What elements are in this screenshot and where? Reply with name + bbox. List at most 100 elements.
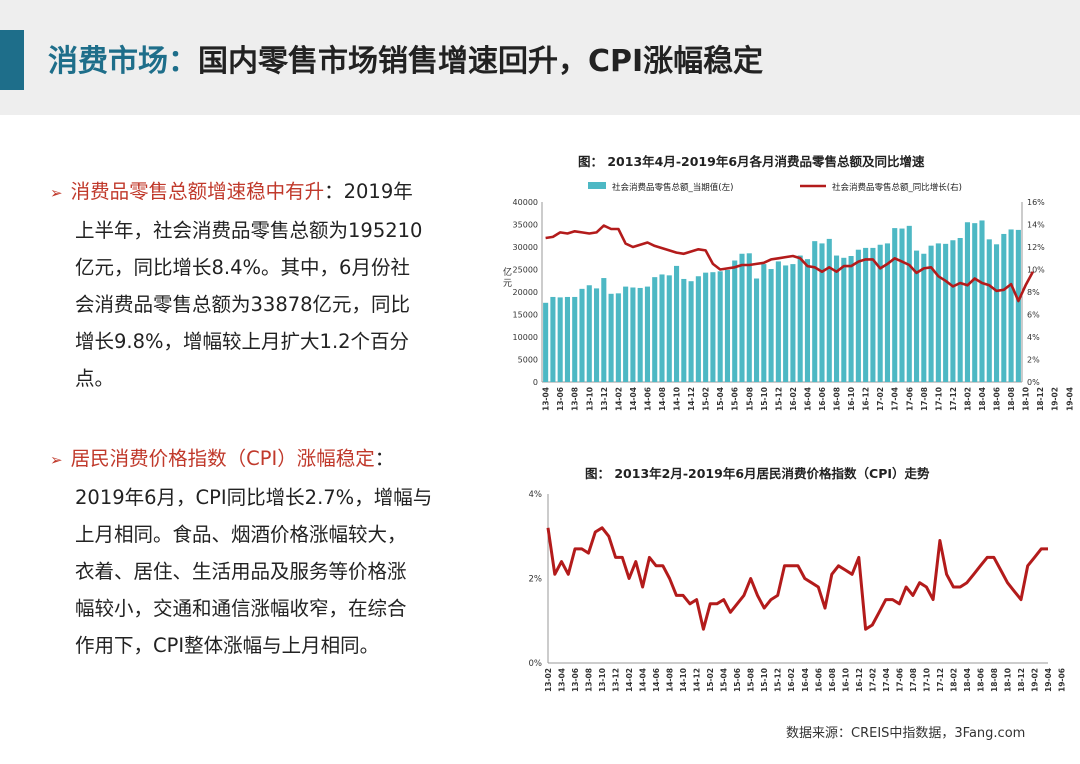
bar	[572, 296, 578, 382]
x-tick-label: 17-12	[936, 668, 945, 692]
x-tick-label: 14-04	[639, 668, 648, 692]
growth-line	[545, 224, 1035, 303]
bullet-text-line: 衣着、居住、生活用品及服务等价格涨	[75, 560, 407, 583]
x-tick-label: 18-04	[978, 387, 987, 411]
bullet-text-line: ：	[374, 447, 395, 470]
x-tick-label: 13-08	[585, 668, 594, 692]
bar	[914, 250, 920, 382]
y-tick-label: 30000	[513, 243, 538, 252]
chart-title-retail: 图： 2013年4月-2019年6月各月消费品零售总额及同比增速	[578, 154, 925, 169]
x-tick-label: 17-08	[920, 387, 929, 411]
bullet-text-line: 会消费品零售总额为33878亿元，同比	[75, 293, 411, 316]
bullet-lead: 消费品零售总额增速稳中有升	[70, 180, 325, 203]
bar	[797, 255, 803, 382]
legend-label-bar: 社会消费品零售总额_当期值(左)	[612, 182, 733, 193]
x-tick-label: 16-12	[855, 668, 864, 692]
x-tick-label: 15-04	[716, 387, 725, 411]
legend-swatch-bar	[588, 182, 606, 189]
x-tick-label: 15-08	[745, 387, 754, 411]
y2-tick-label: 2%	[1027, 356, 1040, 365]
bar	[579, 288, 585, 382]
bullet-text-line: 增长9.8%，增幅较上月扩大1.2个百分	[75, 330, 410, 353]
bar	[623, 286, 629, 382]
x-tick-label: 17-08	[909, 668, 918, 692]
page-title: 消费市场：国内零售市场销售增速回升，CPI涨幅稳定	[48, 36, 763, 80]
bar	[761, 264, 767, 382]
x-tick-label: 17-04	[891, 387, 900, 411]
bullet-text-line: 点。	[75, 367, 115, 390]
legend-label-line: 社会消费品零售总额_同比增长(右)	[832, 182, 962, 193]
x-tick-label: 15-06	[731, 387, 740, 411]
x-tick-label: 19-02	[1031, 668, 1040, 692]
bar	[724, 269, 730, 382]
x-tick-label: 16-04	[804, 387, 813, 411]
page-title-rest: 国内零售市场销售增速回升，CPI涨幅稳定	[198, 44, 764, 79]
bar	[681, 278, 687, 382]
bullet-text-line: 幅较小，交通和通信涨幅收窄，在综合	[75, 597, 407, 620]
x-tick-label: 13-12	[600, 387, 609, 411]
x-tick-label: 17-06	[905, 387, 914, 411]
x-tick-label: 14-10	[673, 387, 682, 411]
bar	[819, 243, 825, 382]
bullet-text-line: 亿元，同比增长8.4%。其中，6月份社	[75, 256, 410, 279]
bar	[644, 286, 650, 382]
x-tick-label: 14-04	[629, 387, 638, 411]
bullet-lead: 居民消费价格指数（CPI）涨幅稳定	[70, 447, 375, 470]
bullet-cpi: ➢ 居民消费价格指数（CPI）涨幅稳定： 2019年6月，CPI同比增长2.7%，…	[50, 440, 432, 664]
x-tick-label: 16-08	[828, 668, 837, 692]
bar	[899, 228, 905, 382]
bar	[921, 253, 927, 382]
x-tick-label: 14-08	[658, 387, 667, 411]
bar	[695, 276, 701, 382]
x-tick-label: 13-12	[612, 668, 621, 692]
bar	[986, 239, 992, 382]
y2-tick-label: 8%	[1027, 288, 1040, 297]
bar	[943, 243, 949, 382]
page-title-lead: 消费市场：	[48, 44, 198, 79]
bullet-text-line: 上月相同。食品、烟酒价格涨幅较大，	[75, 523, 407, 546]
bar	[594, 288, 600, 382]
x-tick-label: 16-02	[787, 668, 796, 692]
x-tick-label: 18-02	[964, 387, 973, 411]
bar	[746, 253, 752, 382]
y2-tick-label: 14%	[1027, 221, 1045, 230]
bullet-retail: ➢ 消费品零售总额增速稳中有升：2019年 上半年，社会消费品零售总额为19521…	[50, 173, 422, 397]
bar	[615, 293, 621, 382]
x-tick-label: 16-02	[789, 387, 798, 411]
x-tick-label: 17-12	[949, 387, 958, 411]
bar	[739, 253, 745, 382]
bar	[877, 244, 883, 382]
bar	[768, 269, 774, 382]
bar	[564, 296, 570, 382]
y-tick-label: 0	[533, 378, 538, 387]
bar	[717, 271, 723, 382]
bar	[550, 296, 556, 382]
x-tick-label: 14-06	[652, 668, 661, 692]
y2-tick-label: 4%	[1027, 333, 1040, 342]
x-tick-label: 18-02	[949, 668, 958, 692]
bar	[855, 249, 861, 382]
x-tick-label: 16-10	[847, 387, 856, 411]
x-tick-label: 16-08	[833, 387, 842, 411]
x-tick-label: 16-06	[814, 668, 823, 692]
bar	[950, 240, 956, 382]
x-tick-label: 18-08	[990, 668, 999, 692]
x-tick-label: 19-04	[1044, 668, 1053, 692]
y-tick-label: 25000	[513, 266, 538, 275]
x-tick-label: 17-02	[876, 387, 885, 411]
y2-tick-label: 12%	[1027, 243, 1045, 252]
bar	[703, 272, 709, 382]
bar	[666, 275, 672, 382]
bar	[804, 259, 810, 382]
bar	[1015, 229, 1021, 382]
bar	[710, 272, 716, 382]
x-tick-label: 14-12	[693, 668, 702, 692]
bar	[863, 247, 869, 382]
y2-tick-label: 0%	[1027, 378, 1040, 387]
bullet-text-line: 作用下，CPI整体涨幅与上月相同。	[75, 634, 380, 657]
x-tick-label: 13-10	[598, 668, 607, 692]
x-tick-label: 18-06	[993, 387, 1002, 411]
chart-title-cpi: 图： 2013年2月-2019年6月居民消费价格指数（CPI）走势	[585, 466, 930, 481]
bar	[928, 245, 934, 382]
x-tick-label: 15-12	[774, 387, 783, 411]
